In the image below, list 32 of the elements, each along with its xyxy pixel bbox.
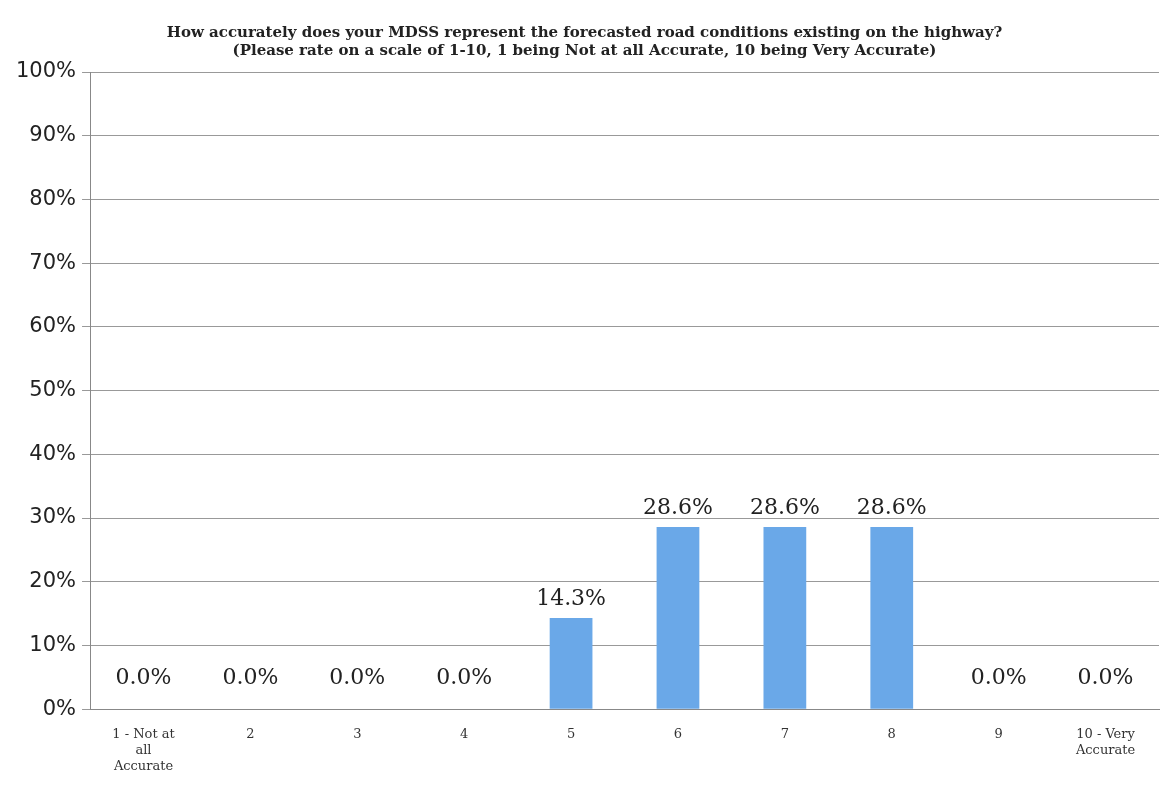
y-tick-label: 30% xyxy=(29,504,77,529)
x-tick-label: 10 - Very Accurate xyxy=(1074,726,1136,757)
chart-title: How accurately does your MDSS represent the forecasted road conditions existing on the highway? (Please rate on a scale of 1-10, 1 being Not at all Accurate, 10 being Very Accurate) xyxy=(166,22,1003,59)
x-tick-label: 1 - Not at all Accurate xyxy=(112,726,176,773)
y-tick-label: 100% xyxy=(15,58,77,83)
data-label: 0.0% xyxy=(115,663,172,689)
y-tick-label: 90% xyxy=(29,122,77,147)
x-tick-label: 2 xyxy=(246,726,255,742)
y-tick-label: 0% xyxy=(42,695,77,720)
y-tick-label: 50% xyxy=(29,377,77,402)
data-label: 0.0% xyxy=(329,663,386,689)
x-tick-label: 7 xyxy=(780,726,789,742)
x-tick-label: 5 xyxy=(566,726,576,742)
y-tick-label: 10% xyxy=(29,631,77,656)
y-tick-label: 40% xyxy=(29,440,77,465)
x-tick-label: 8 xyxy=(887,726,896,742)
data-label: 28.6% xyxy=(856,493,927,519)
y-tick-label: 80% xyxy=(29,185,77,210)
y-tick-label: 60% xyxy=(29,313,77,338)
data-label: 0.0% xyxy=(970,663,1027,689)
data-label: 0.0% xyxy=(1077,663,1134,689)
data-label: 0.0% xyxy=(222,663,279,689)
x-tick-label: 9 xyxy=(994,726,1003,742)
data-label: 28.6% xyxy=(749,493,820,519)
data-label: 28.6% xyxy=(643,493,713,519)
x-tick-label: 4 xyxy=(460,726,469,742)
x-tick-label: 3 xyxy=(353,726,362,742)
x-tick-label: 6 xyxy=(673,726,683,742)
y-tick-label: 20% xyxy=(29,568,77,593)
data-label: 14.3% xyxy=(536,584,607,610)
data-label: 0.0% xyxy=(436,663,493,689)
y-tick-label: 70% xyxy=(29,249,77,274)
